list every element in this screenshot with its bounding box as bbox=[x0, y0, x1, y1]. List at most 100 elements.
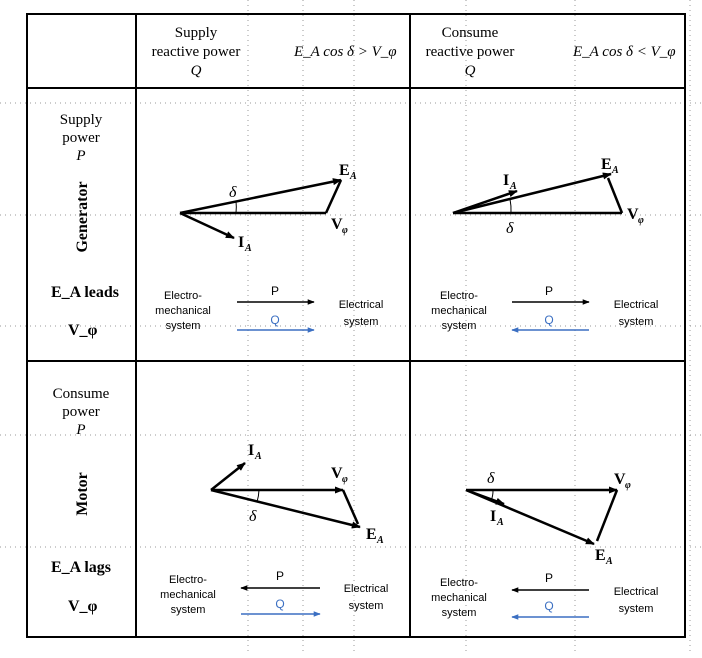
ia-text: I bbox=[238, 234, 244, 251]
motor-consume-jx-line bbox=[597, 490, 617, 541]
gen-supply-ia-arrow bbox=[180, 213, 234, 238]
ia-sub: A bbox=[244, 243, 252, 254]
elec-system-line1: Electrical bbox=[614, 586, 659, 598]
motor-supply-ea-label: E A bbox=[366, 526, 384, 546]
gen-consume-delta: δ bbox=[506, 220, 514, 237]
elec-system-line2: system bbox=[344, 316, 379, 328]
gen-consume-delta-arc bbox=[510, 199, 511, 213]
header-consume-line3: Q bbox=[465, 63, 476, 79]
header-consume-line1: Consume bbox=[442, 25, 499, 41]
motor-supply-jx-line bbox=[343, 490, 358, 524]
phasor-motor-consume: δ E A V φ I A bbox=[466, 470, 631, 567]
ea-sub: A bbox=[611, 165, 619, 176]
em-system-line3: system bbox=[442, 607, 477, 619]
gen-consume-ia-arrow bbox=[453, 191, 517, 213]
motor-power-line1: Consume bbox=[53, 386, 110, 402]
gen-supply-jx-line bbox=[326, 180, 341, 213]
header-consume-line2: reactive power bbox=[426, 44, 515, 60]
motor-vphi-label: V_φ bbox=[68, 598, 98, 615]
elec-system-line1: Electrical bbox=[344, 583, 389, 595]
gen-power-line1: Supply bbox=[60, 112, 103, 128]
gen-supply-delta: δ bbox=[229, 184, 237, 201]
phasor-gen-consume: δ E A V φ I A bbox=[453, 156, 644, 237]
header-consume-condition: E_A cos δ < V_φ bbox=[572, 44, 676, 60]
v-sub: φ bbox=[638, 215, 644, 226]
row-label-generator: Supply power P Generator E_A leads V_φ bbox=[51, 112, 119, 339]
p-label: P bbox=[545, 284, 553, 298]
motor-power-line2: power bbox=[62, 404, 100, 420]
motor-consume-delta: δ bbox=[487, 470, 495, 487]
motor-supply-delta-arc bbox=[257, 490, 259, 502]
ea-text: E bbox=[339, 162, 350, 179]
em-system-line1: Electro- bbox=[164, 290, 202, 302]
header-supply-condition: E_A cos δ > V_φ bbox=[293, 44, 397, 60]
motor-power-line3: P bbox=[75, 422, 85, 438]
em-system-line1: Electro- bbox=[169, 574, 207, 586]
motor-supply-ia-label: I A bbox=[248, 442, 262, 462]
gen-consume-v-label: V φ bbox=[627, 206, 644, 226]
ea-sub: A bbox=[349, 171, 357, 182]
em-system-line1: Electro- bbox=[440, 577, 478, 589]
ia-text: I bbox=[503, 172, 509, 189]
v-sub: φ bbox=[342, 474, 348, 485]
elec-system-line1: Electrical bbox=[614, 299, 659, 311]
v-sub: φ bbox=[625, 480, 631, 491]
gen-leads-label: E_A leads bbox=[51, 284, 119, 301]
motor-supply-delta: δ bbox=[249, 508, 257, 525]
q-label: Q bbox=[544, 599, 553, 613]
phasor-gen-supply: δ E A V φ I A bbox=[180, 162, 357, 254]
em-system-line3: system bbox=[442, 320, 477, 332]
gen-machine-label: Generator bbox=[74, 181, 91, 252]
motor-supply-ia-arrow bbox=[211, 463, 245, 490]
elec-system-line2: system bbox=[619, 316, 654, 328]
ea-text: E bbox=[601, 156, 612, 173]
header-supply-line1: Supply bbox=[175, 25, 218, 41]
ia-sub: A bbox=[509, 181, 517, 192]
gen-supply-ea-arrow bbox=[180, 180, 341, 213]
ia-text: I bbox=[490, 508, 496, 525]
phasor-motor-supply: δ E A V φ I A bbox=[211, 442, 384, 546]
motor-consume-v-label: V φ bbox=[614, 471, 631, 491]
flow-gen-consume: Electro- mechanical system P Q Electrica… bbox=[431, 284, 658, 332]
gen-supply-v-label: V φ bbox=[331, 216, 348, 236]
motor-consume-ia-label: I A bbox=[490, 508, 504, 528]
header-supply-line3: Q bbox=[191, 63, 202, 79]
q-label: Q bbox=[270, 313, 279, 327]
p-label: P bbox=[276, 569, 284, 583]
em-system-line1: Electro- bbox=[440, 290, 478, 302]
ea-sub: A bbox=[376, 535, 384, 546]
elec-system-line2: system bbox=[619, 603, 654, 615]
flow-motor-consume: Electro- mechanical system P Q Electrica… bbox=[431, 571, 658, 619]
motor-machine-label: Motor bbox=[74, 472, 91, 516]
gen-power-line3: P bbox=[75, 148, 85, 164]
em-system-line2: mechanical bbox=[431, 592, 487, 604]
gen-vphi-label: V_φ bbox=[68, 322, 98, 339]
v-sub: φ bbox=[342, 225, 348, 236]
flow-motor-supply: Electro- mechanical system P Q Electrica… bbox=[160, 569, 388, 616]
motor-supply-v-label: V φ bbox=[331, 465, 348, 485]
q-label: Q bbox=[275, 597, 284, 611]
p-label: P bbox=[545, 571, 553, 585]
motor-lags-label: E_A lags bbox=[51, 559, 111, 576]
em-system-line3: system bbox=[166, 320, 201, 332]
em-system-line2: mechanical bbox=[155, 305, 211, 317]
header-supply-line2: reactive power bbox=[152, 44, 241, 60]
header-supply-reactive: Supply reactive power Q E_A cos δ > V_φ bbox=[152, 25, 397, 79]
motor-supply-ea-arrow bbox=[211, 490, 360, 527]
gen-consume-ia-label: I A bbox=[503, 172, 517, 192]
ia-text: I bbox=[248, 442, 254, 459]
ia-sub: A bbox=[254, 451, 262, 462]
elec-system-line2: system bbox=[349, 600, 384, 612]
em-system-line2: mechanical bbox=[431, 305, 487, 317]
gen-consume-jx-line bbox=[608, 178, 622, 213]
em-system-line2: mechanical bbox=[160, 589, 216, 601]
ea-text: E bbox=[366, 526, 377, 543]
header-consume-reactive: Consume reactive power Q E_A cos δ < V_φ bbox=[426, 25, 676, 79]
row-label-motor: Consume power P Motor E_A lags V_φ bbox=[51, 386, 111, 615]
elec-system-line1: Electrical bbox=[339, 299, 384, 311]
motor-consume-ia-arrow bbox=[466, 490, 504, 504]
flow-gen-supply: Electro- mechanical system P Q Electrica… bbox=[155, 284, 383, 332]
gen-consume-ea-arrow bbox=[453, 174, 611, 213]
